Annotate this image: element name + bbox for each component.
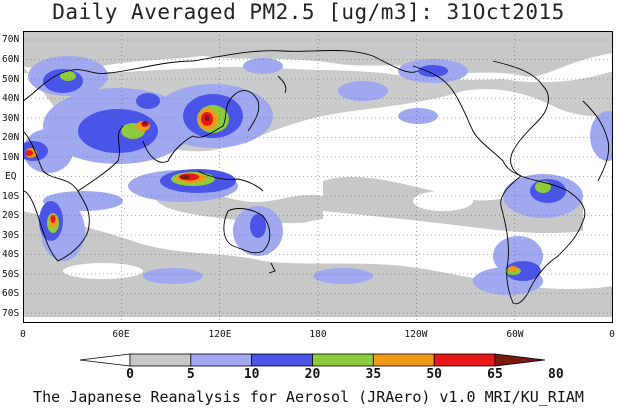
colorbar-segment xyxy=(372,353,435,367)
colorbar-segment xyxy=(494,353,546,367)
lat-label: 60N xyxy=(2,54,20,65)
lat-label: 40N xyxy=(2,93,20,104)
colorbar-tick-label: 65 xyxy=(487,367,503,382)
graticule xyxy=(23,31,613,323)
lat-label: 30S xyxy=(2,230,20,241)
lon-label: 120W xyxy=(404,329,428,340)
lat-label: 10S xyxy=(2,191,20,202)
pm25-map xyxy=(23,31,613,323)
lat-label: 70N xyxy=(2,34,20,45)
coastlines xyxy=(23,50,610,305)
colorbar-tick-label: 5 xyxy=(186,367,195,382)
footer-credit: The Japanese Reanalysis for Aerosol (JRA… xyxy=(33,388,584,406)
colorbar-segment xyxy=(79,353,131,367)
lat-label: 60S xyxy=(2,288,20,299)
colorbar-segment xyxy=(433,353,496,367)
lon-label: 60E xyxy=(112,329,130,340)
colorbar-segment xyxy=(129,353,192,367)
lat-label: 30N xyxy=(2,113,20,124)
lat-label: 70S xyxy=(2,308,20,319)
map-title: Daily Averaged PM2.5 [ug/m3]: 31Oct2015 xyxy=(52,0,565,24)
colorbar-segment xyxy=(251,353,313,367)
lon-label: 0 xyxy=(20,329,26,340)
colorbar-segment xyxy=(190,353,253,367)
lat-label: 20S xyxy=(2,210,20,221)
colorbar-tick-label: 10 xyxy=(243,367,260,382)
lon-label: 60W xyxy=(506,329,524,340)
map-frame xyxy=(23,31,613,323)
colorbar-segment xyxy=(312,353,374,367)
lat-label: EQ xyxy=(5,171,17,182)
colorbar-tick-label: 35 xyxy=(365,367,382,382)
lat-label: 50N xyxy=(2,74,20,85)
lon-label: 120E xyxy=(208,329,232,340)
lat-label: 20N xyxy=(2,132,20,143)
colorbar-tick-label: 80 xyxy=(548,367,564,382)
lon-label: 0 xyxy=(609,329,615,340)
lat-label: 10N xyxy=(2,152,20,163)
colorbar-tick-label: 0 xyxy=(126,367,134,382)
colorbar-tick-label: 20 xyxy=(304,367,321,382)
lat-label: 40S xyxy=(2,249,20,260)
colorbar-tick-label: 50 xyxy=(426,367,442,382)
lat-label: 50S xyxy=(2,269,20,280)
lon-label: 180 xyxy=(309,329,327,340)
